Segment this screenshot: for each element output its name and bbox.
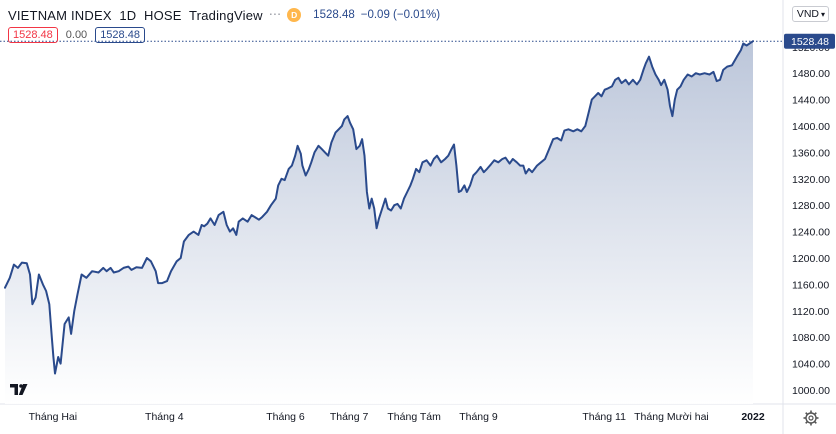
- gear-icon[interactable]: [801, 408, 821, 428]
- more-dots-icon[interactable]: ⋅⋅⋅: [268, 7, 282, 22]
- y-tick-label: 1320.00: [792, 174, 830, 186]
- price-change: −0.09 (−0.01%): [360, 9, 441, 21]
- series-line: [4, 40, 754, 375]
- y-tick-label: 1480.00: [792, 68, 830, 80]
- x-tick-label: Tháng Mười hai: [634, 411, 709, 423]
- x-tick-label: Tháng 9: [459, 411, 498, 423]
- y-tick-label: 1120.00: [792, 306, 829, 318]
- y-tick-label: 1440.00: [792, 95, 830, 107]
- last-price-tag: [784, 33, 835, 49]
- x-tick-label: Tháng 11: [582, 411, 626, 423]
- delay-badge: D: [287, 8, 302, 22]
- symbol-header: VIETNAM INDEX 1D HOSE TradingView ⋅⋅⋅ D …: [8, 6, 440, 24]
- y-tick-label: 1000.00: [792, 385, 830, 397]
- currency-label: VND: [796, 8, 819, 20]
- last-price-tag-label: 1528.48: [791, 36, 829, 48]
- y-tick-label: 1040.00: [792, 359, 830, 371]
- tradingview-logo-icon[interactable]: [9, 381, 31, 397]
- y-tick-label: 1160.00: [792, 279, 829, 291]
- y-tick-label: 1200.00: [792, 253, 830, 265]
- symbol-title[interactable]: VIETNAM INDEX 1D HOSE TradingView: [8, 7, 263, 23]
- x-tick-label: Tháng Hai: [29, 411, 77, 423]
- last-price: 1528.48: [313, 9, 355, 21]
- y-tick-label: 1240.00: [792, 227, 830, 239]
- close-value-pill: 1528.48: [95, 27, 145, 43]
- change-value: 0.00: [65, 29, 88, 41]
- y-tick-label: 1280.00: [792, 200, 830, 212]
- y-tick-label: 1360.00: [792, 147, 830, 159]
- currency-select[interactable]: VND ▾: [791, 6, 829, 22]
- y-tick-label: 1080.00: [792, 332, 830, 344]
- x-tick-label: Tháng Tám: [387, 411, 441, 423]
- x-tick-label: 2022: [741, 411, 765, 423]
- x-tick-label: Tháng 7: [330, 411, 369, 423]
- open-value-pill: 1528.48: [8, 27, 58, 43]
- chevron-down-icon: ▾: [820, 10, 825, 19]
- x-tick-label: Tháng 4: [145, 411, 184, 423]
- x-tick-label: Tháng 6: [266, 411, 305, 423]
- ohlc-row: 1528.48 0.00 1528.48: [8, 27, 145, 43]
- y-tick-label: 1400.00: [792, 121, 830, 133]
